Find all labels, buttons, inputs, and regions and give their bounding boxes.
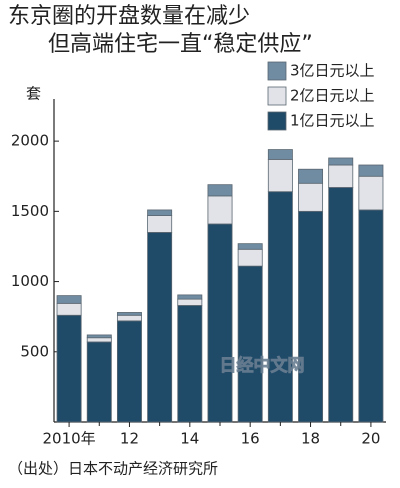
bar-segment <box>177 305 203 423</box>
bar-segment <box>298 168 324 184</box>
bar-segment <box>86 337 112 343</box>
legend-label: 3亿日元以上 <box>290 62 375 80</box>
bar-segment <box>147 232 173 423</box>
bar-segment <box>86 334 112 339</box>
y-tick-label: 1500 <box>11 202 49 220</box>
bar-segment <box>177 298 203 306</box>
x-tick-label: 18 <box>301 430 320 448</box>
bar-segment <box>56 314 82 423</box>
bar-segment <box>358 164 384 177</box>
bar-segment <box>298 210 324 423</box>
legend-label: 1亿日元以上 <box>290 112 375 130</box>
bar-segment <box>328 157 354 166</box>
bar-segment <box>267 158 293 193</box>
bar-segment <box>207 184 233 197</box>
watermark: 日经中文网 <box>220 355 305 376</box>
bar-segment <box>328 164 354 188</box>
x-tick-label: 16 <box>241 430 260 448</box>
y-tick-label: 500 <box>20 342 49 360</box>
bar-segment <box>116 314 142 322</box>
bar-segment <box>207 223 233 423</box>
x-tick-label: 12 <box>120 430 139 448</box>
bar-segment <box>358 175 384 211</box>
bar-segment <box>177 294 203 300</box>
bar-segment <box>147 215 173 233</box>
bar-segment <box>147 209 173 216</box>
bar-segment <box>56 295 82 304</box>
legend-swatch <box>267 111 287 131</box>
bar-segment <box>237 243 263 250</box>
bar-segment <box>267 191 293 423</box>
bar-segment <box>358 209 384 423</box>
y-tick-label: 1000 <box>11 272 49 290</box>
y-tick-label: 2000 <box>11 132 49 150</box>
bar-segment <box>267 149 293 160</box>
bar-segment <box>56 302 82 316</box>
chart-title: 东京圈的开盘数量在减少 <box>8 4 250 29</box>
legend-label: 2亿日元以上 <box>290 87 375 105</box>
source: （出处）日本不动产经济研究所 <box>8 460 218 478</box>
bar-segment <box>116 320 142 423</box>
x-tick-label: 20 <box>361 430 380 448</box>
x-tick-label: 2010年 <box>42 430 95 448</box>
bar-segment <box>116 312 142 316</box>
bar-segment <box>298 182 324 212</box>
bar-segment <box>207 195 233 225</box>
chart-subtitle: 但高端住宅一直“稳定供应” <box>48 32 313 57</box>
legend-swatch <box>267 86 287 106</box>
legend-swatch <box>267 61 287 81</box>
bar-segment <box>237 265 263 423</box>
y-axis-label: 套 <box>26 85 41 103</box>
x-tick-label: 14 <box>180 430 199 448</box>
bar-segment <box>86 341 112 423</box>
bar-segment <box>237 248 263 267</box>
bar-segment <box>328 187 354 423</box>
